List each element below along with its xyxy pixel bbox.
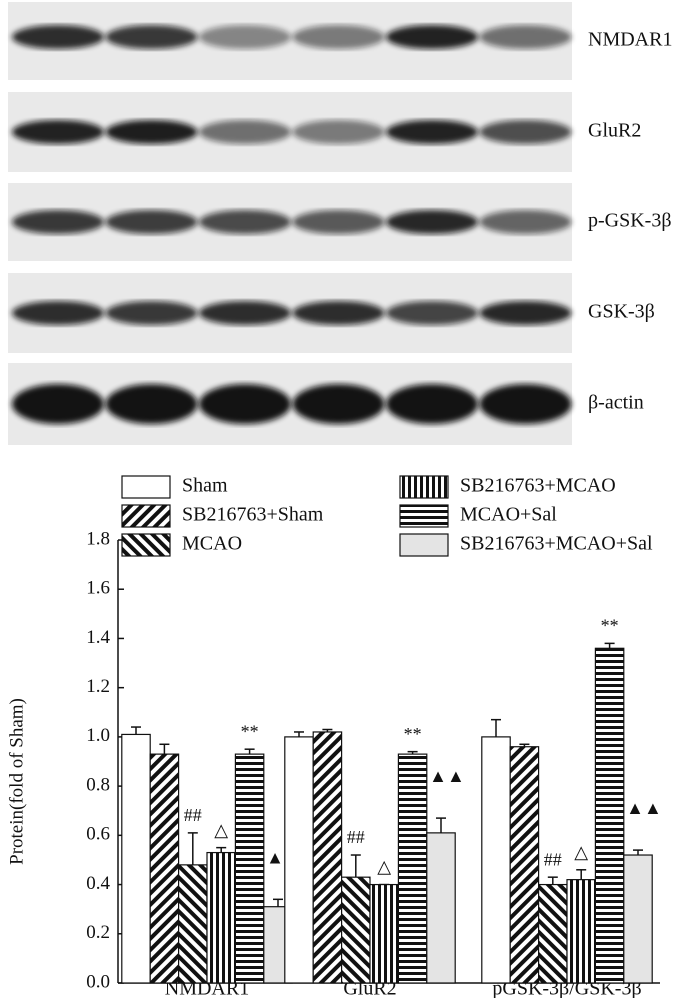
blot-band bbox=[292, 210, 385, 234]
blot-band bbox=[386, 120, 478, 144]
bar bbox=[369, 883, 399, 984]
bar bbox=[312, 731, 343, 984]
legend-label: MCAO bbox=[182, 533, 242, 555]
blot-band bbox=[199, 210, 291, 234]
blot-band bbox=[292, 301, 385, 325]
legend-label: SB216763+Sham bbox=[182, 504, 324, 526]
significance-mark: ## bbox=[347, 827, 365, 847]
y-tick-label: 0.0 bbox=[86, 971, 110, 992]
blot-band bbox=[386, 210, 478, 234]
bar bbox=[566, 879, 596, 984]
bar bbox=[178, 864, 208, 984]
blot-band bbox=[386, 384, 478, 424]
blot-band bbox=[292, 25, 385, 49]
blot-band bbox=[105, 120, 198, 144]
bar bbox=[426, 832, 456, 984]
legend-swatch bbox=[399, 533, 449, 557]
blot-band bbox=[479, 120, 572, 144]
blot-band bbox=[105, 210, 198, 234]
blot-band bbox=[479, 384, 572, 424]
y-tick-label: 0.6 bbox=[86, 824, 110, 845]
blot-band bbox=[199, 25, 291, 49]
significance-mark: △ bbox=[214, 820, 228, 840]
bar bbox=[537, 883, 568, 984]
bar bbox=[149, 753, 180, 984]
bar bbox=[481, 736, 511, 984]
y-tick-label: 1.4 bbox=[86, 627, 110, 648]
significance-mark: ## bbox=[544, 849, 562, 869]
significance-mark: ▲▲ bbox=[626, 798, 662, 818]
blot-label: p-GSK-3β bbox=[588, 210, 672, 232]
blot-strip bbox=[8, 2, 572, 80]
y-tick-label: 0.2 bbox=[86, 922, 110, 943]
blot-band bbox=[386, 301, 478, 325]
blot-band bbox=[292, 384, 385, 424]
blot-band bbox=[292, 120, 385, 144]
western-blot: NMDAR1 GluR2 p-GSK-3β GSK-3β β-actin bbox=[8, 2, 672, 445]
blot-label: GSK-3β bbox=[588, 301, 655, 323]
significance-mark: △ bbox=[377, 857, 391, 877]
blot-band bbox=[105, 301, 198, 325]
blot-band bbox=[12, 384, 104, 424]
y-tick-label: 1.2 bbox=[86, 676, 110, 697]
bar bbox=[397, 753, 428, 984]
blot-band bbox=[479, 25, 572, 49]
bar bbox=[206, 851, 236, 984]
bar bbox=[594, 647, 625, 984]
blot-label: β-actin bbox=[588, 392, 644, 414]
blot-band bbox=[479, 210, 572, 234]
bar bbox=[121, 733, 151, 984]
y-tick-label: 1.8 bbox=[86, 528, 110, 549]
significance-mark: ## bbox=[184, 805, 202, 825]
blot-band bbox=[199, 384, 291, 424]
bar bbox=[234, 753, 265, 984]
bar bbox=[341, 876, 371, 984]
blot-band bbox=[386, 25, 478, 49]
bar bbox=[284, 736, 314, 984]
legend-swatch bbox=[121, 533, 171, 557]
y-tick-label: 0.8 bbox=[86, 774, 110, 795]
y-tick-label: 1.6 bbox=[86, 578, 110, 599]
bar bbox=[509, 746, 540, 984]
bar-chart: 0.0 0.2 0.4 0.6 0.8 1.0 1.2 1.4 1.6 1.8 Protein(fo… bbox=[6, 475, 661, 998]
y-tick-label: 0.4 bbox=[86, 873, 110, 894]
legend-swatch bbox=[121, 475, 171, 499]
blot-band bbox=[105, 25, 198, 49]
legend-label: Sham bbox=[182, 475, 228, 497]
blot-band bbox=[12, 25, 104, 49]
legend-label: MCAO+Sal bbox=[460, 504, 557, 526]
blot-band bbox=[12, 210, 104, 234]
significance-mark: △ bbox=[574, 842, 588, 862]
blot-band bbox=[12, 301, 104, 325]
legend-label: SB216763+MCAO bbox=[460, 475, 616, 497]
legend-swatch bbox=[399, 475, 449, 499]
legend-swatch bbox=[399, 504, 449, 528]
significance-mark: ** bbox=[404, 724, 422, 744]
blot-band bbox=[12, 120, 104, 144]
legend-swatch bbox=[121, 504, 171, 528]
blot-label: GluR2 bbox=[588, 120, 641, 142]
legend-label: SB216763+MCAO+Sal bbox=[460, 533, 653, 555]
significance-mark: ** bbox=[241, 721, 259, 741]
y-tick-label: 1.0 bbox=[86, 725, 110, 746]
blot-band bbox=[199, 120, 291, 144]
blot-band bbox=[479, 301, 572, 325]
blot-label: NMDAR1 bbox=[588, 29, 672, 51]
significance-mark: ** bbox=[601, 615, 619, 635]
blot-band bbox=[105, 384, 198, 424]
significance-mark: ▲▲ bbox=[429, 766, 465, 786]
y-axis-label: Protein(fold of Sham) bbox=[6, 698, 27, 865]
blot-band bbox=[199, 301, 291, 325]
bar bbox=[623, 854, 653, 984]
